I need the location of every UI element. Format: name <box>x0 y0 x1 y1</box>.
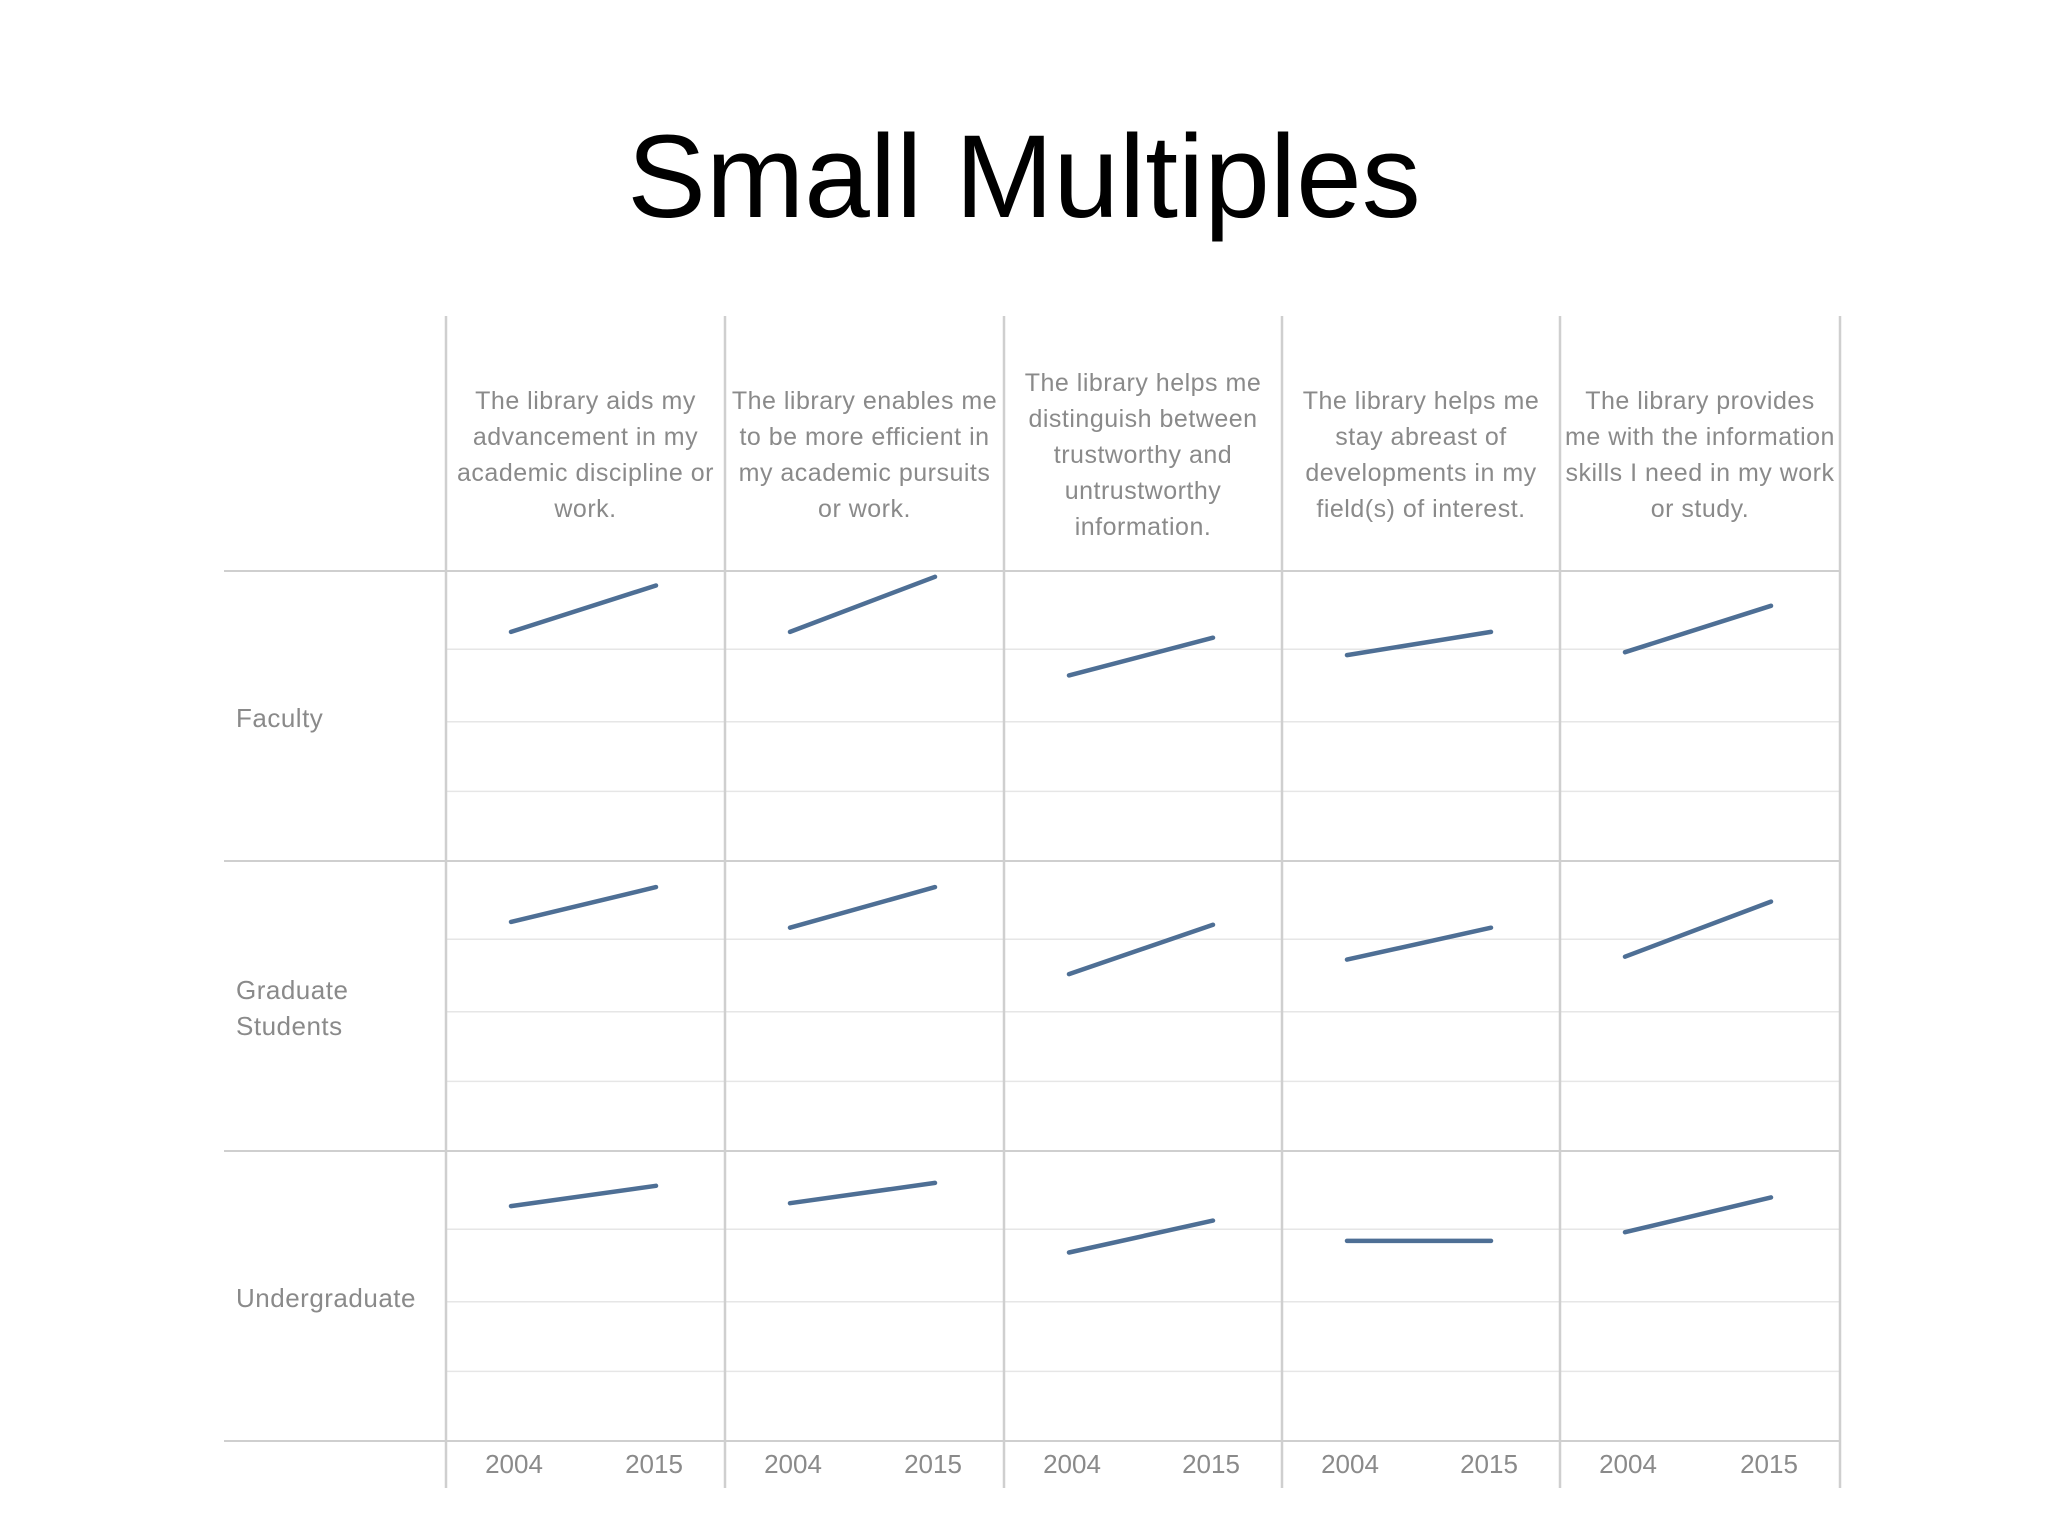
series-line-row1-col5 <box>1622 603 1774 655</box>
series-line-row3-col3 <box>1066 1218 1216 1255</box>
series-line-row3-col1 <box>508 1183 659 1209</box>
x-tick-col2-2015: 2015 <box>904 1449 962 1479</box>
x-tick-col4-2004: 2004 <box>1321 1449 1379 1479</box>
series-line-row1-col2 <box>787 574 938 635</box>
x-tick-col2-2004: 2004 <box>764 1449 822 1479</box>
series-line-row2-col3 <box>1066 922 1216 977</box>
x-tick-col3-2004: 2004 <box>1043 1449 1101 1479</box>
series-line-row1-col4 <box>1344 629 1494 658</box>
x-tick-col1-2004: 2004 <box>485 1449 543 1479</box>
column-header-3: The library helps me distinguish between… <box>1024 369 1262 541</box>
x-tick-col3-2015: 2015 <box>1182 1449 1240 1479</box>
x-tick-col1-2015: 2015 <box>625 1449 683 1479</box>
series-line-row2-col5 <box>1622 899 1774 959</box>
row-label-3: Undergraduate <box>236 1283 416 1313</box>
row-label-1: Faculty <box>236 703 324 733</box>
series-line-row2-col4 <box>1344 925 1494 962</box>
slide-title: Small Multiples <box>627 111 1421 243</box>
x-tick-col4-2015: 2015 <box>1460 1449 1518 1479</box>
x-tick-col5-2015: 2015 <box>1740 1449 1798 1479</box>
series-line-row3-col2 <box>787 1180 938 1206</box>
column-header-5: The library provides me with the informa… <box>1565 387 1835 523</box>
column-header-1: The library aids my advancement in my ac… <box>457 387 714 523</box>
series-line-row2-col2 <box>787 884 938 930</box>
x-tick-col5-2004: 2004 <box>1599 1449 1657 1479</box>
column-header-4: The library helps me stay abreast of dev… <box>1302 387 1540 523</box>
column-header-2: The library enables me to be more effici… <box>731 387 998 523</box>
series-line-row1-col1 <box>508 583 659 635</box>
series-line-row2-col1 <box>508 884 659 925</box>
series-line-row3-col5 <box>1622 1195 1774 1235</box>
row-label-2: Graduate Students <box>236 975 349 1041</box>
series-line-row1-col3 <box>1066 635 1216 678</box>
